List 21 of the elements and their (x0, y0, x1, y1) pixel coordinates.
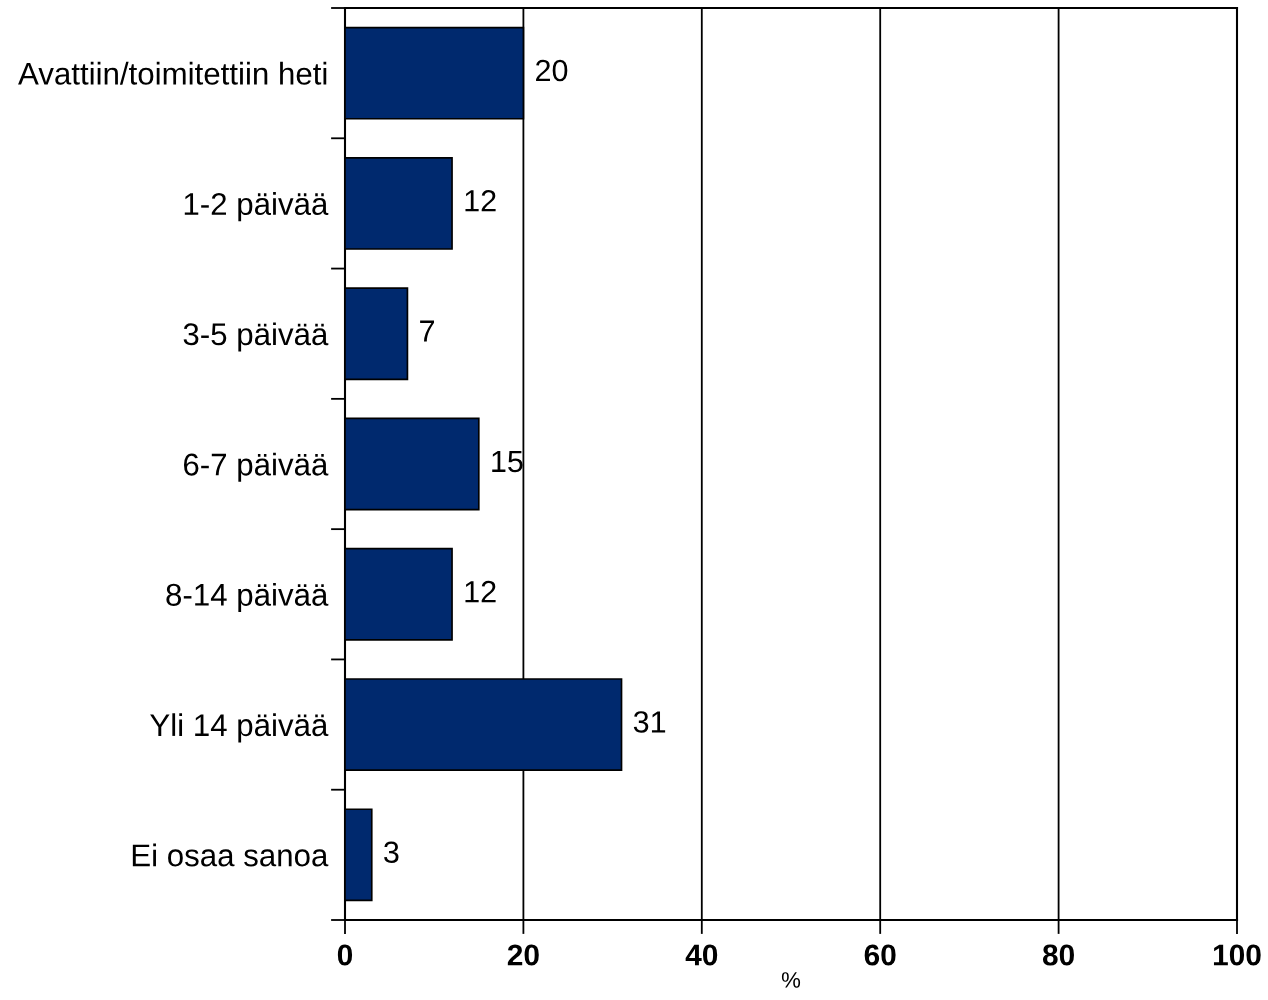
x-tick-label: 100 (1213, 944, 1261, 966)
data-label: 15 (492, 450, 523, 473)
x-tick-label: 40 (685, 944, 718, 966)
y-tick-label: 3-5 päivää (183, 322, 329, 352)
x-axis-title: % (781, 972, 801, 988)
data-label: 3 (384, 841, 399, 864)
data-label: 12 (465, 580, 496, 603)
y-tick-label: 8-14 päivää (166, 582, 329, 613)
data-label: 12 (465, 189, 496, 212)
y-tick-label: Yli 14 päivää (150, 713, 329, 743)
x-tick-label: 80 (1042, 944, 1074, 966)
x-tick-label: 20 (507, 944, 539, 966)
y-tick-label: Avattiin/toimitettiin heti (18, 61, 327, 85)
y-tick-label: Ei osaa sanoa (132, 843, 329, 867)
y-tick-label: 6-7 päivää (184, 452, 329, 482)
x-tick-label: 60 (864, 944, 896, 966)
data-label: 31 (633, 711, 666, 733)
data-label: 7 (420, 320, 435, 342)
x-tick-label: 0 (337, 944, 353, 966)
data-label: 20 (536, 59, 568, 82)
y-tick-label: 1-2 päivää (184, 192, 329, 222)
